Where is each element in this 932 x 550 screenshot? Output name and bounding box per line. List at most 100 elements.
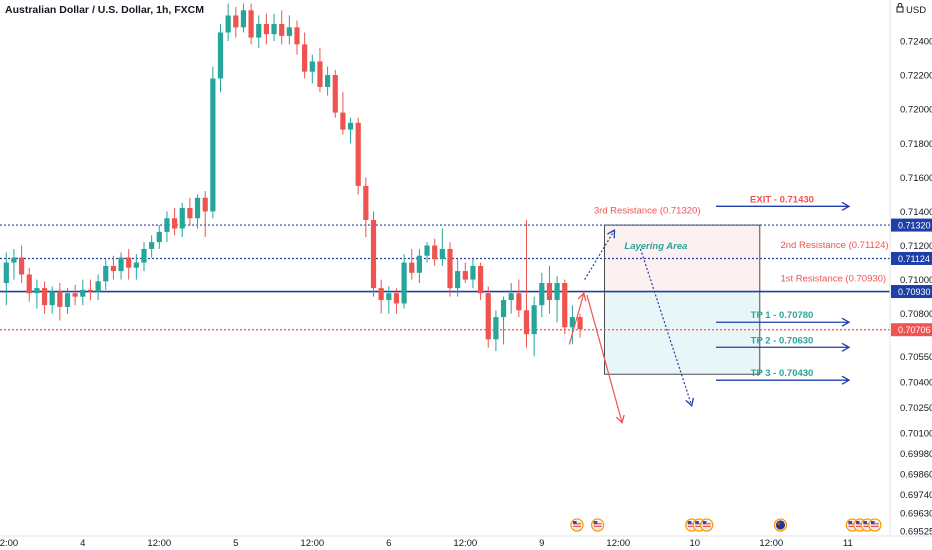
- candle: [217, 23, 224, 93]
- candle-body: [95, 281, 101, 292]
- target-arrow[interactable]: TP 2 - 0.70630: [716, 335, 851, 352]
- candle-body: [370, 219, 377, 289]
- candle: [317, 47, 323, 93]
- candle-body: [248, 10, 254, 38]
- flag-us-icon[interactable]: [590, 518, 605, 532]
- candle-body: [409, 262, 415, 273]
- candle: [80, 279, 86, 306]
- bearish-path-arrow[interactable]: [586, 294, 625, 425]
- candle-body: [271, 23, 277, 35]
- candle-body: [325, 75, 331, 88]
- candle: [363, 177, 369, 237]
- candle-body: [546, 283, 553, 301]
- candle-body: [240, 10, 247, 28]
- candle-body: [317, 61, 323, 88]
- candle: [378, 279, 384, 314]
- candle-body: [577, 317, 583, 330]
- flag-us-icon[interactable]: [570, 518, 584, 532]
- candle: [386, 286, 392, 314]
- candle-body: [554, 283, 560, 301]
- price-badge: [891, 218, 932, 232]
- candle-body: [508, 293, 514, 301]
- currency-selector[interactable]: USD: [896, 2, 926, 16]
- flag-au-icon[interactable]: [773, 518, 788, 532]
- candle-body: [19, 257, 25, 275]
- flag-fill: [775, 520, 786, 530]
- price-badge: [891, 285, 932, 299]
- candle-body: [302, 44, 308, 72]
- candle-body: [432, 245, 438, 260]
- candle: [470, 259, 476, 289]
- candle-body: [156, 231, 162, 243]
- time-tick-label: 12:00: [300, 538, 324, 549]
- price-tick-label: 0.71600: [900, 173, 932, 184]
- chart-title: Australian Dollar / U.S. Dollar, 1h, FXC…: [5, 4, 204, 16]
- candle: [210, 66, 216, 219]
- candle-body: [462, 271, 468, 280]
- candle: [41, 281, 48, 314]
- flag-canton: [870, 521, 875, 524]
- candle: [248, 3, 254, 45]
- candle-body: [531, 305, 537, 335]
- candle-body: [3, 262, 9, 284]
- candle: [172, 208, 178, 236]
- price-tick-label: 0.69980: [900, 449, 932, 460]
- flag-canton: [848, 521, 852, 524]
- candle: [202, 190, 208, 237]
- candle: [546, 265, 553, 314]
- flag-us-icon[interactable]: [700, 518, 714, 532]
- flag-canton: [702, 521, 707, 524]
- price-tick-label: 0.69630: [900, 509, 932, 520]
- candle-body: [141, 248, 147, 263]
- price-tick-label: 0.72000: [900, 105, 932, 116]
- candle: [508, 283, 514, 314]
- target-label: TP 3 - 0.70430: [751, 368, 814, 379]
- candle-body: [256, 23, 262, 38]
- horizontal-lines-layer: [0, 224, 890, 331]
- candle: [439, 228, 445, 266]
- layering-up-arrow[interactable]: [584, 229, 616, 280]
- candle-body: [447, 248, 453, 289]
- candle: [416, 248, 422, 284]
- candle: [279, 10, 285, 45]
- time-axis[interactable]: 12:00 4 12:00 5 12:00 6 12:00 9 12:00 10 12:00 11: [0, 538, 853, 549]
- candle-body: [493, 317, 499, 340]
- candle: [118, 252, 124, 280]
- candle: [286, 15, 292, 45]
- candle-body: [286, 27, 292, 36]
- candle: [401, 254, 407, 309]
- candle: [271, 13, 277, 41]
- zone-box[interactable]: [604, 291, 761, 375]
- candle: [569, 305, 575, 345]
- candle: [240, 3, 247, 33]
- flag-us-icon[interactable]: [868, 518, 882, 532]
- candle-body: [179, 208, 185, 229]
- candles-layer: [3, 3, 583, 357]
- price-tick-label: 0.72400: [900, 37, 932, 48]
- bullish-path-arrow[interactable]: [568, 291, 587, 345]
- target-arrow[interactable]: TP 3 - 0.70430: [716, 368, 851, 385]
- candle: [493, 310, 499, 352]
- price-axis[interactable]: 0.72400 0.72200 0.72000 0.71800 0.71600 0.714…: [900, 37, 932, 538]
- candle: [302, 32, 308, 79]
- candle-body: [172, 218, 178, 229]
- layering-down-arrow[interactable]: [639, 248, 695, 407]
- candle-body: [41, 288, 48, 306]
- candle: [562, 279, 568, 335]
- candle: [554, 276, 560, 323]
- price-tick-label: 0.71400: [900, 207, 932, 218]
- time-tick-label: 12:00: [147, 538, 171, 549]
- candle: [110, 255, 116, 280]
- candle-body: [217, 32, 224, 79]
- target-arrow[interactable]: EXIT - 0.71430: [716, 194, 851, 211]
- target-arrow[interactable]: TP 1 - 0.70780: [716, 310, 851, 327]
- candle-body: [363, 185, 369, 220]
- price-tick-label: 0.72200: [900, 71, 932, 82]
- candle: [347, 117, 354, 144]
- candle-body: [202, 197, 208, 212]
- candle-body: [523, 310, 530, 335]
- candle: [141, 242, 147, 272]
- candle: [447, 242, 453, 297]
- candle: [325, 66, 331, 96]
